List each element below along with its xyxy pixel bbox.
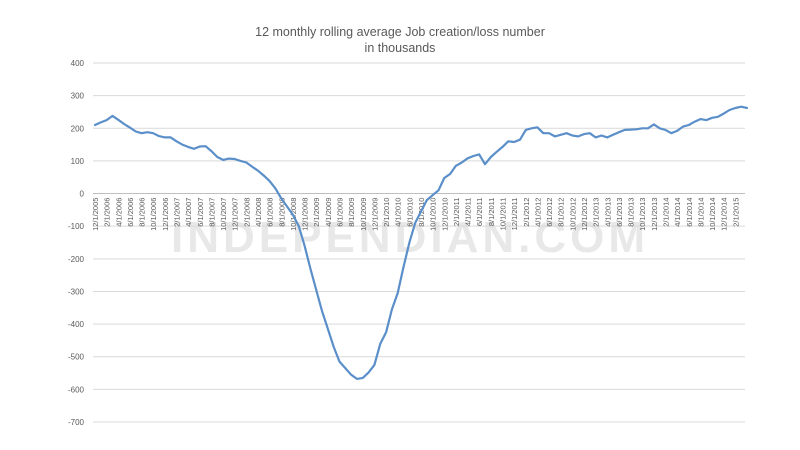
x-tick-label: 12/1/2010 bbox=[440, 198, 449, 231]
x-tick-label: 2/1/2009 bbox=[312, 198, 321, 227]
x-tick-label: 2/1/2014 bbox=[662, 198, 671, 227]
x-tick-label: 8/1/2007 bbox=[207, 198, 216, 227]
x-tick-label: 6/1/2014 bbox=[685, 198, 694, 227]
x-tick-label: 2/1/2006 bbox=[103, 198, 112, 227]
x-tick-label: 8/1/2006 bbox=[138, 198, 147, 227]
x-tick-label: 6/1/2012 bbox=[545, 198, 554, 227]
y-tick-label: 400 bbox=[71, 59, 85, 68]
x-tick-label: 8/1/2012 bbox=[557, 198, 566, 227]
y-tick-label: 300 bbox=[71, 92, 85, 101]
x-tick-label: 8/1/2013 bbox=[627, 198, 636, 227]
x-tick-label: 2/1/2015 bbox=[731, 198, 740, 227]
x-tick-label: 10/1/2007 bbox=[219, 198, 228, 231]
y-tick-label: -200 bbox=[68, 255, 85, 264]
x-tick-label: 8/1/2009 bbox=[347, 198, 356, 227]
x-tick-label: 6/1/2011 bbox=[475, 198, 484, 227]
x-tick-label: 6/1/2006 bbox=[126, 198, 135, 227]
x-tick-label: 6/1/2008 bbox=[266, 198, 275, 227]
y-tick-label: -100 bbox=[68, 222, 85, 231]
x-tick-label: 4/1/2012 bbox=[533, 198, 542, 227]
x-tick-label: 2/1/2011 bbox=[452, 198, 461, 227]
x-tick-label: 10/1/2011 bbox=[499, 198, 508, 231]
x-tick-label: 6/1/2013 bbox=[615, 198, 624, 227]
y-tick-label: -500 bbox=[68, 353, 85, 362]
watermark: INDEPENDIAN.COM bbox=[171, 213, 649, 262]
x-tick-label: 8/1/2008 bbox=[277, 198, 286, 227]
x-tick-label: 4/1/2013 bbox=[603, 198, 612, 227]
x-tick-label: 10/1/2012 bbox=[568, 198, 577, 231]
x-tick-label: 8/1/2014 bbox=[696, 198, 705, 227]
x-tick-label: 6/1/2009 bbox=[336, 198, 345, 227]
x-tick-label: 10/1/2013 bbox=[638, 198, 647, 231]
x-tick-label: 4/1/2009 bbox=[324, 198, 333, 227]
y-tick-label: 100 bbox=[71, 157, 85, 166]
x-tick-label: 10/1/2009 bbox=[359, 198, 368, 231]
y-tick-label: -400 bbox=[68, 320, 85, 329]
x-tick-label: 2/1/2012 bbox=[522, 198, 531, 227]
x-tick-label: 12/1/2012 bbox=[580, 198, 589, 231]
series-line-job-creation bbox=[93, 105, 749, 380]
x-tick-label: 8/1/2011 bbox=[487, 198, 496, 227]
x-tick-label: 10/1/2014 bbox=[708, 198, 717, 231]
x-tick-label: 2/1/2013 bbox=[592, 198, 601, 227]
x-tick-label: 12/1/2008 bbox=[301, 198, 310, 231]
x-tick-label: 2/1/2010 bbox=[382, 198, 391, 227]
x-tick-label: 10/1/2010 bbox=[429, 198, 438, 231]
x-tick-label: 4/1/2014 bbox=[673, 198, 682, 227]
x-tick-label: 12/1/2014 bbox=[720, 198, 729, 231]
chart-title: 12 monthly rolling average Job creation/… bbox=[255, 25, 545, 39]
x-tick-label: 6/1/2010 bbox=[405, 198, 414, 227]
y-tick-label: -300 bbox=[68, 287, 85, 296]
x-tick-label: 4/1/2010 bbox=[394, 198, 403, 227]
x-tick-label: 12/1/2007 bbox=[231, 198, 240, 231]
x-tick-label: 12/1/2011 bbox=[510, 198, 519, 231]
x-tick-label: 6/1/2007 bbox=[196, 198, 205, 227]
y-tick-label: 0 bbox=[80, 190, 85, 199]
x-tick-label: 10/1/2006 bbox=[149, 198, 158, 231]
x-tick-label: 12/1/2006 bbox=[161, 198, 170, 231]
x-tick-label: 2/1/2007 bbox=[173, 198, 182, 227]
x-tick-label: 4/1/2006 bbox=[114, 198, 123, 227]
x-tick-label: 4/1/2007 bbox=[184, 198, 193, 227]
y-tick-label: 200 bbox=[71, 124, 85, 133]
x-tick-label: 12/1/2013 bbox=[650, 198, 659, 231]
x-tick-label: 4/1/2008 bbox=[254, 198, 263, 227]
x-tick-label: 2/1/2008 bbox=[242, 198, 251, 227]
x-tick-label: 12/1/2009 bbox=[370, 198, 379, 231]
x-tick-label: 12/1/2005 bbox=[91, 198, 100, 231]
y-tick-label: -600 bbox=[68, 385, 85, 394]
x-tick-label: 4/1/2011 bbox=[464, 198, 473, 227]
chart-subtitle: in thousands bbox=[365, 41, 436, 55]
y-tick-label: -700 bbox=[68, 418, 85, 427]
